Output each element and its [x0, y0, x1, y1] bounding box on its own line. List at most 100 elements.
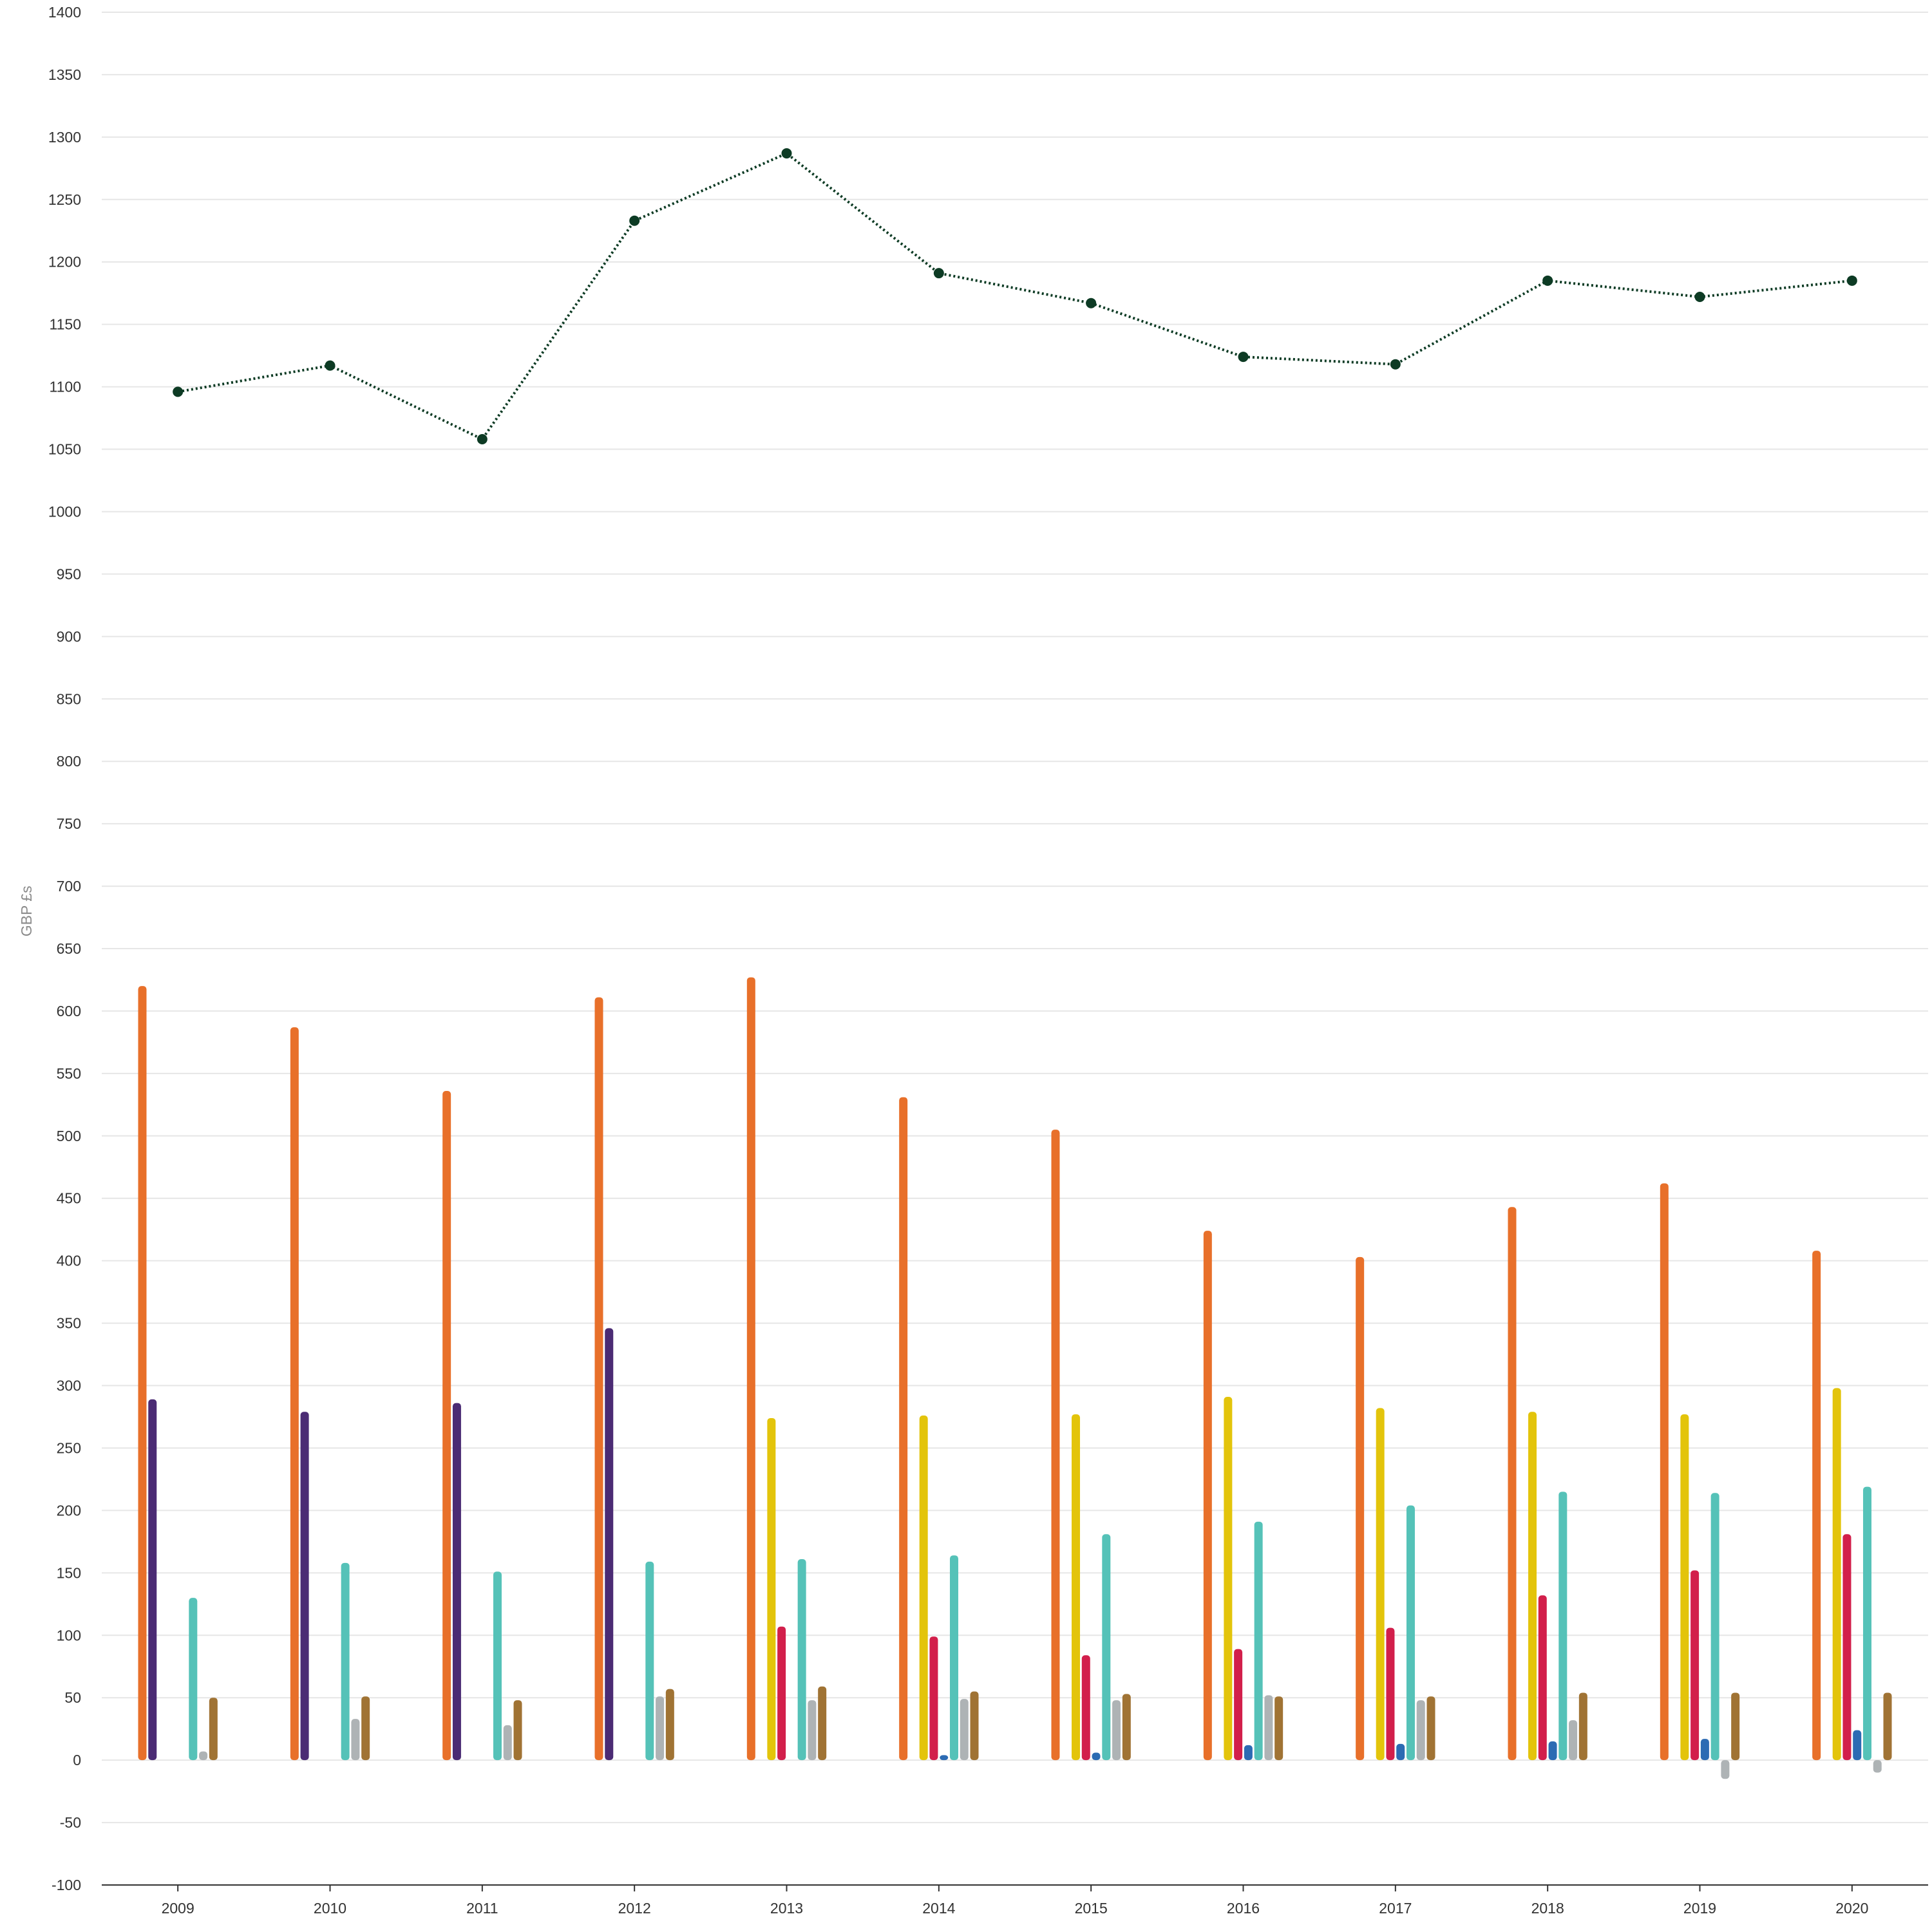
bar-series-6-2016	[1264, 1695, 1273, 1761]
bar-series-5-2011	[493, 1571, 502, 1761]
bar-series-7-2017	[1426, 1696, 1435, 1761]
line-point-2016	[1238, 352, 1249, 363]
y-tick-label: 100	[57, 1627, 81, 1643]
line-point-2009	[173, 386, 184, 397]
y-tick-label: 50	[64, 1689, 81, 1706]
grid-lines	[102, 12, 1928, 1824]
bar-series-2-2014	[919, 1416, 928, 1761]
line-point-2010	[325, 360, 336, 371]
bar-series-0-2014	[899, 1097, 908, 1761]
line-point-2018	[1542, 275, 1553, 286]
x-tick-label: 2011	[466, 1900, 498, 1917]
line-point-2015	[1086, 298, 1097, 308]
bar-series-4-2018	[1548, 1741, 1557, 1761]
bar-series-1-2010	[300, 1412, 309, 1761]
bar-series-7-2010	[361, 1696, 370, 1761]
x-tick-label: 2019	[1683, 1900, 1716, 1917]
bar-series-5-2010	[341, 1562, 350, 1761]
bar-series-6-2020	[1873, 1760, 1882, 1773]
bar-series-7-2015	[1122, 1694, 1131, 1761]
bar-series-2-2013	[767, 1417, 776, 1761]
bar-series-3-2020	[1842, 1534, 1852, 1761]
y-tick-label: 1100	[50, 379, 81, 395]
bar-series-3-2014	[929, 1636, 938, 1761]
y-tick-label: -100	[52, 1877, 81, 1893]
bar-series-5-2013	[797, 1559, 806, 1761]
y-tick-label: 450	[57, 1190, 81, 1207]
x-tick-label: 2017	[1379, 1900, 1412, 1917]
y-tick-label: 400	[57, 1253, 81, 1269]
bar-series-0-2018	[1508, 1207, 1517, 1761]
bar-series-6-2011	[503, 1725, 512, 1761]
line-series	[173, 148, 1857, 445]
bar-series-5-2012	[645, 1561, 654, 1761]
bar-series-1-2009	[148, 1399, 157, 1761]
bar-series-5-2016	[1254, 1521, 1263, 1761]
bar-series-6-2019	[1721, 1760, 1730, 1779]
x-axis: 2009 2010 2011 2012 2013 2014 2015 2016 2017 2018…	[102, 1884, 1928, 1917]
bar-series-4-2020	[1853, 1730, 1862, 1761]
x-tick-label: 2012	[618, 1900, 651, 1917]
bar-series-3-2018	[1538, 1595, 1547, 1761]
bar-series-0-2009	[138, 986, 147, 1761]
bar-series-6-2009	[199, 1751, 208, 1761]
bar-series-2-2019	[1680, 1414, 1689, 1761]
bar-series-6-2018	[1569, 1720, 1578, 1761]
bar-series-4-2019	[1700, 1739, 1709, 1761]
y-tick-label: 0	[73, 1752, 81, 1768]
x-tick-label: 2018	[1531, 1900, 1564, 1917]
bar-series-5-2014	[949, 1555, 958, 1761]
bar-series-6-2015	[1112, 1700, 1121, 1761]
bar-series-0-2012	[594, 997, 603, 1761]
y-tick-label: 500	[57, 1128, 81, 1144]
y-tick-label: 750	[57, 815, 81, 832]
bar-series-2-2016	[1224, 1396, 1233, 1761]
line-point-2013	[781, 148, 792, 159]
y-tick-label: 550	[57, 1065, 81, 1082]
y-tick-label: 150	[57, 1564, 81, 1581]
bar-series-0-2020	[1812, 1251, 1821, 1761]
bar-series-0-2016	[1203, 1231, 1212, 1761]
bar-series-0-2013	[746, 977, 755, 1761]
bar-series-5-2019	[1710, 1493, 1719, 1761]
bar-series	[138, 977, 1892, 1779]
bar-series-7-2009	[209, 1698, 218, 1761]
bar-series-3-2017	[1386, 1627, 1395, 1761]
bar-series-2-2015	[1072, 1414, 1081, 1761]
y-axis-ticks: -100 -50 0 50 100 150 200 250 300 350 400 450 500 550…	[48, 4, 81, 1893]
x-tick-label: 2015	[1075, 1900, 1108, 1917]
bar-series-6-2012	[656, 1696, 665, 1761]
bar-series-2-2017	[1376, 1408, 1385, 1761]
bar-series-3-2019	[1690, 1570, 1700, 1761]
bar-series-1-2012	[605, 1328, 614, 1761]
y-tick-label: 900	[57, 628, 81, 645]
line-point-2011	[477, 434, 488, 445]
bar-series-5-2020	[1862, 1486, 1871, 1761]
bar-series-6-2017	[1416, 1700, 1425, 1761]
y-tick-label: 1050	[48, 441, 81, 458]
bar-series-7-2020	[1883, 1692, 1892, 1761]
line-point-2017	[1390, 359, 1401, 370]
bar-series-7-2019	[1731, 1692, 1740, 1761]
bar-series-1-2011	[452, 1403, 461, 1761]
y-tick-label: 1150	[50, 316, 81, 333]
bar-series-5-2009	[189, 1598, 198, 1761]
y-tick-label: 250	[57, 1439, 81, 1456]
bar-series-5-2018	[1558, 1492, 1567, 1761]
y-tick-label: 300	[57, 1378, 81, 1394]
bar-series-0-2015	[1051, 1130, 1060, 1761]
bar-series-2-2018	[1528, 1412, 1537, 1761]
y-tick-label: 1000	[48, 503, 81, 520]
x-tick-label: 2009	[162, 1900, 194, 1917]
x-tick-label: 2013	[770, 1900, 803, 1917]
x-tick-label: 2016	[1227, 1900, 1260, 1917]
y-tick-label: 700	[57, 878, 81, 895]
line-point-2014	[933, 268, 944, 279]
bar-series-0-2019	[1660, 1183, 1669, 1761]
line-point-2019	[1694, 292, 1705, 303]
line-point-2020	[1846, 275, 1857, 286]
y-tick-label: 950	[57, 565, 81, 582]
bar-series-4-2016	[1244, 1745, 1253, 1761]
x-tick-label: 2020	[1835, 1900, 1868, 1917]
